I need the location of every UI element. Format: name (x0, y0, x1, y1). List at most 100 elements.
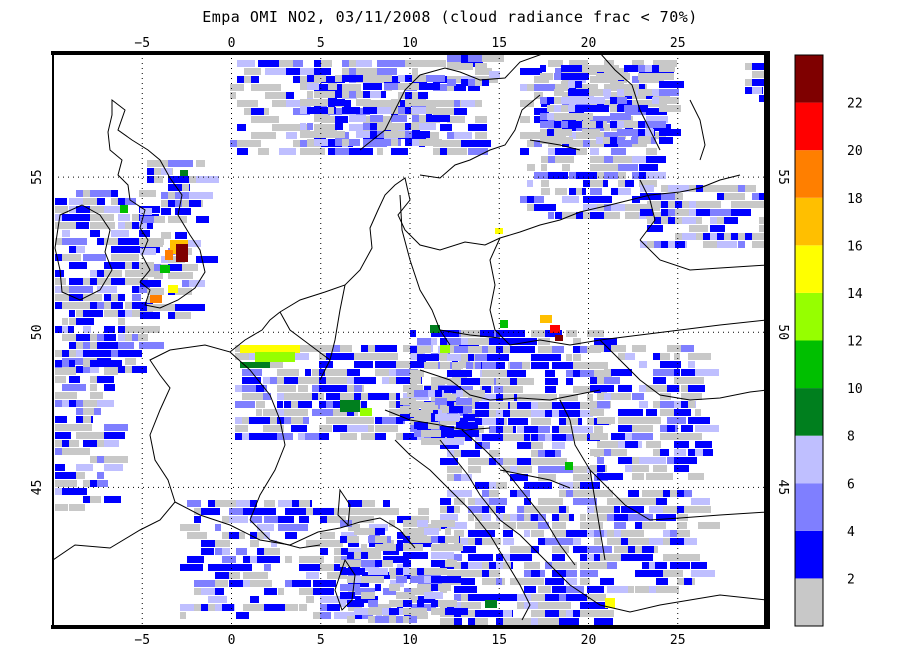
no2-pixel (362, 612, 373, 619)
no2-pixel (531, 522, 543, 529)
no2-pixel (342, 107, 360, 114)
no2-pixel (568, 81, 576, 88)
no2-pixel (508, 418, 528, 425)
no2-pixel (597, 196, 612, 203)
no2-pixel (314, 99, 331, 106)
colorbar-label: 2 (847, 572, 855, 587)
no2-pixel (118, 214, 130, 221)
no2-pixel (607, 562, 617, 569)
no2-pixel (552, 530, 571, 537)
no2-pixel (229, 532, 239, 539)
no2-pixel (618, 409, 626, 416)
no2-pixel (603, 89, 611, 96)
no2-pixel (375, 528, 385, 535)
no2-pixel (580, 490, 605, 497)
no2-pixel (552, 330, 562, 337)
no2-pixel (552, 522, 566, 529)
no2-pixel (587, 586, 596, 593)
no2-pixel (348, 580, 369, 587)
no2-pixel (482, 514, 491, 521)
no2-pixel (236, 580, 244, 587)
no2-pixel (417, 346, 427, 353)
no2-pixel (632, 409, 643, 416)
no2-pixel (249, 433, 263, 440)
no2-hotspot (495, 228, 503, 234)
no2-pixel (624, 89, 636, 96)
no2-pixel (69, 424, 92, 431)
no2-pixel (628, 514, 653, 521)
no2-pixel (361, 353, 375, 360)
no2-pixel (628, 490, 639, 497)
no2-pixel (475, 100, 482, 107)
no2-pixel (688, 361, 695, 368)
no2-pixel (421, 438, 442, 445)
no2-pixel (355, 516, 368, 523)
no2-pixel (611, 204, 634, 211)
no2-pixel (597, 385, 608, 392)
no2-pixel (333, 353, 358, 360)
no2-pixel (617, 129, 640, 136)
no2-pixel (454, 132, 472, 139)
no2-pixel (320, 564, 334, 571)
no2-pixel (412, 131, 430, 138)
no2-pixel (396, 377, 407, 384)
no2-pixel (611, 188, 623, 195)
no2-pixel (90, 480, 100, 487)
no2-pixel (326, 409, 337, 416)
no2-pixel (376, 572, 400, 579)
no2-pixel (691, 538, 697, 545)
no2-pixel (517, 442, 538, 449)
no2-pixel (510, 362, 522, 369)
no2-pixel (496, 362, 505, 369)
no2-pixel (447, 84, 456, 91)
no2-pixel (397, 516, 418, 523)
no2-pixel (411, 604, 436, 611)
no2-pixel (314, 148, 325, 155)
no2-pixel (681, 377, 697, 384)
no2-pixel (461, 474, 472, 481)
no2-pixel (76, 400, 88, 407)
no2-pixel (503, 522, 516, 529)
no2-pixel (681, 433, 699, 440)
no2-pixel (104, 326, 115, 333)
no2-pixel (614, 506, 620, 513)
no2-pixel (369, 540, 393, 547)
no2-pixel (320, 612, 331, 619)
no2-pixel (333, 425, 350, 432)
no2-pixel (389, 377, 399, 384)
no2-pixel (375, 369, 385, 376)
no2-pixel (418, 596, 435, 603)
no2-pixel (717, 185, 740, 192)
no2-pixel (312, 393, 318, 400)
no2-pixel (681, 385, 690, 392)
no2-pixel (314, 91, 323, 98)
no2-pixel (147, 280, 161, 287)
no2-pixel (534, 140, 542, 147)
no2-pixel (545, 610, 562, 617)
no2-pixel (482, 570, 489, 577)
no2-pixel (55, 270, 64, 277)
no2-pixel (475, 79, 487, 86)
no2-pixel (710, 225, 725, 232)
no2-pixel (576, 148, 587, 155)
colorbar-label: 20 (847, 144, 863, 159)
no2-pixel (659, 65, 675, 72)
no2-pixel (299, 604, 307, 611)
no2-pixel (250, 596, 259, 603)
no2-pixel (447, 354, 462, 361)
no2-pixel (667, 361, 681, 368)
no2-pixel (349, 115, 356, 122)
no2-pixel (175, 312, 191, 319)
no2-pixel (182, 288, 191, 295)
no2-pixel (545, 386, 556, 393)
no2-pixel (597, 473, 606, 480)
no2-pixel (534, 68, 542, 75)
no2-pixel (414, 414, 423, 421)
colorbar-label: 14 (847, 287, 863, 302)
no2-pixel (97, 480, 108, 487)
no2-pixel (580, 530, 588, 537)
no2-pixel (440, 514, 458, 521)
no2-pixel (175, 232, 187, 239)
no2-pixel (517, 378, 534, 385)
